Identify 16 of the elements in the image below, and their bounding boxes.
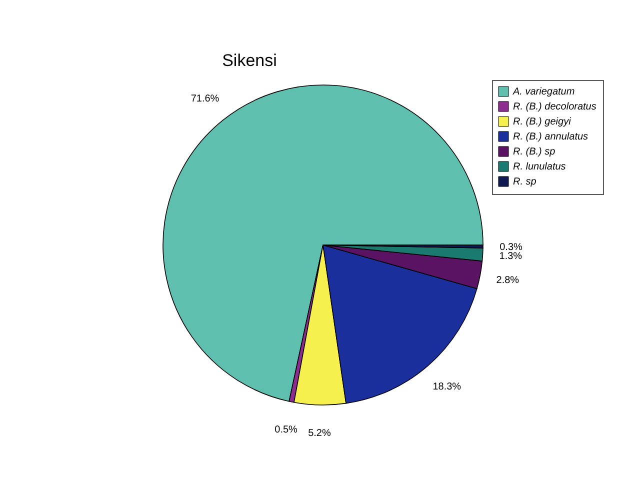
legend-label: R. (B.) annulatus (513, 132, 588, 142)
legend-label: R. (B.) sp (513, 146, 556, 158)
chart-title: Sikensi (222, 51, 277, 70)
data-label: 5.2% (308, 428, 331, 439)
pie-slice (162, 84, 484, 402)
data-label: 1.3% (499, 251, 522, 262)
data-label: 2.8% (496, 275, 520, 286)
legend-label: R. (B.) decoloratus (513, 102, 596, 112)
legend-label: R. lunulatus (513, 162, 566, 172)
data-label: 18.3% (432, 381, 462, 392)
legend-label: R. sp (513, 176, 537, 188)
data-label: 71.6% (190, 94, 220, 105)
legend-label: A. variegatum (512, 86, 575, 98)
data-label: 0.3% (500, 242, 522, 253)
legend-label: R. (B.) geigyi (513, 116, 572, 128)
data-label: 0.5% (274, 424, 298, 436)
